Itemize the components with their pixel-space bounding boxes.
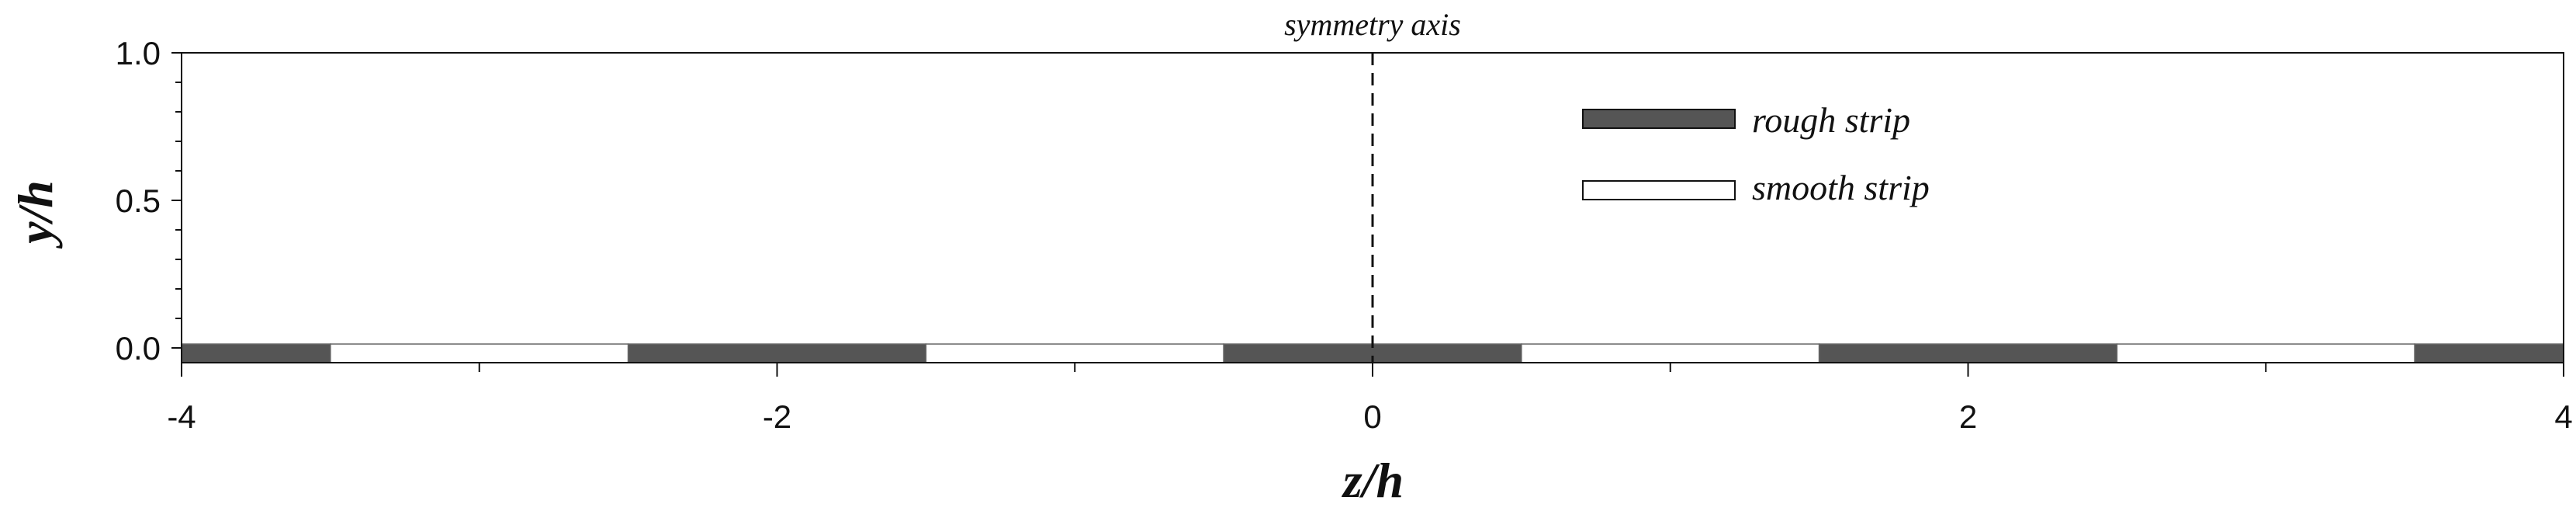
strip-8-smooth (2116, 343, 2415, 363)
strip-7-rough (1818, 343, 2118, 363)
strip-1-rough (181, 343, 331, 363)
x-axis-minor-ticks (478, 363, 2267, 372)
x-axis-tick-labels: -4 -2 0 2 4 (167, 398, 2572, 435)
strip-6-smooth (1521, 343, 1820, 363)
x-axis-major-ticks (181, 363, 2564, 377)
x-tick-label-4: 2 (1959, 398, 1977, 435)
strip-2-smooth (330, 343, 629, 363)
strip-4-smooth (925, 343, 1224, 363)
x-axis-label: z/h (1342, 453, 1404, 508)
y-tick-label-3: 1.0 (116, 35, 161, 71)
legend-swatch-rough-strip (1582, 109, 1736, 129)
y-tick-label-1: 0.0 (116, 330, 161, 367)
symmetry-axis-label: symmetry axis (1284, 7, 1461, 42)
strip-bars-layer (181, 343, 2564, 363)
strip-9-rough (2414, 343, 2564, 363)
x-tick-label-2: -2 (763, 398, 791, 435)
x-tick-label-5: 4 (2554, 398, 2572, 435)
y-axis-label: y/h (8, 180, 63, 249)
legend-label-rough-strip: rough strip (1752, 100, 1910, 140)
x-tick-label-1: -4 (167, 398, 196, 435)
legend-swatch-smooth-strip (1582, 180, 1736, 200)
y-tick-label-2: 0.5 (116, 182, 161, 219)
x-tick-label-3: 0 (1363, 398, 1381, 435)
y-axis-tick-labels: 0.0 0.5 1.0 (116, 35, 161, 367)
legend-label-smooth-strip: smooth strip (1752, 168, 1930, 207)
y-axis-ticks (171, 52, 182, 349)
legend: rough strip smooth strip (1582, 100, 1930, 207)
strip-3-rough (627, 343, 927, 363)
